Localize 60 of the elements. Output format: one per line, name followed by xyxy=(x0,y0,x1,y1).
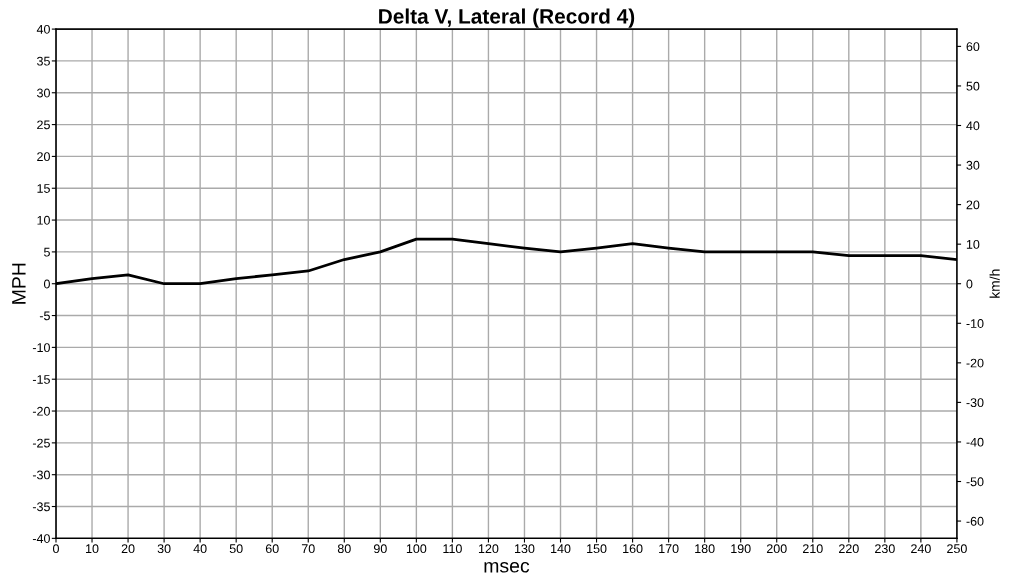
x-tick-label: 150 xyxy=(587,544,607,554)
x-tick-label: 0 xyxy=(53,544,59,554)
x-tick-label: 180 xyxy=(695,544,715,554)
y2-axis-title: km/h xyxy=(989,269,1000,298)
x-tick-label: 170 xyxy=(659,544,679,554)
x-tick-label: 10 xyxy=(86,544,99,554)
y2-tick-label: -60 xyxy=(966,516,984,526)
y-tick-label: -25 xyxy=(32,438,50,448)
y-tick-label: -30 xyxy=(32,470,50,480)
y2-tick-label: 10 xyxy=(966,239,980,249)
x-tick-label: 80 xyxy=(337,544,351,554)
x-tick-label: 30 xyxy=(157,544,171,554)
y2-tick-label: -50 xyxy=(966,477,984,487)
x-tick-label: 250 xyxy=(947,544,967,554)
y-tick-label: -5 xyxy=(39,311,50,321)
x-tick-label: 20 xyxy=(121,544,135,554)
y-axis-title: MPH xyxy=(12,263,26,304)
y-tick-label: 10 xyxy=(37,215,50,225)
y2-tick-label: -10 xyxy=(966,319,984,328)
y-tick-label: -15 xyxy=(32,375,50,384)
y2-tick-label: 40 xyxy=(966,121,980,131)
y2-tick-label: 30 xyxy=(966,160,980,170)
y-tick-label: 30 xyxy=(37,88,50,98)
y2-tick-label: -20 xyxy=(966,358,984,368)
y2-tick-label: 0 xyxy=(966,279,973,289)
y-tick-label: 15 xyxy=(37,184,50,193)
y2-tick-label: 20 xyxy=(966,200,980,210)
x-tick-label: 160 xyxy=(623,544,643,554)
x-tick-label: 230 xyxy=(875,544,895,554)
x-tick-label: 220 xyxy=(839,544,859,554)
y-tick-label: 40 xyxy=(36,24,50,34)
x-tick-label: 210 xyxy=(802,544,823,554)
y-tick-label: 35 xyxy=(37,56,50,66)
x-tick-label: 90 xyxy=(373,544,387,554)
y-tick-label: 5 xyxy=(43,247,50,257)
y-tick-label: -35 xyxy=(32,502,50,512)
x-tick-label: 70 xyxy=(301,544,315,554)
x-tick-label: 240 xyxy=(911,544,931,554)
x-tick-label: 140 xyxy=(551,544,571,554)
x-tick-label: 130 xyxy=(515,544,535,554)
y-tick-label: 20 xyxy=(37,152,50,162)
chart-title: Delta V, Lateral (Record 4) xyxy=(379,8,635,28)
y-tick-label: -20 xyxy=(32,406,50,416)
x-tick-label: 100 xyxy=(406,544,427,554)
x-tick-label: 190 xyxy=(731,544,751,554)
y-tick-label: -10 xyxy=(32,343,50,353)
y2-tick-label: -40 xyxy=(966,437,984,447)
y-tick-label: 25 xyxy=(37,120,50,130)
x-tick-label: 110 xyxy=(443,544,462,554)
x-tick-label: 60 xyxy=(265,544,279,554)
x-tick-label: 50 xyxy=(229,544,243,554)
y2-tick-label: -30 xyxy=(966,398,984,408)
y-tick-label: -40 xyxy=(32,534,50,543)
x-tick-label: 120 xyxy=(478,544,499,554)
y-tick-label: 0 xyxy=(43,279,50,289)
x-axis-title: msec xyxy=(484,561,530,573)
x-tick-label: 40 xyxy=(193,544,207,554)
y2-tick-label: 50 xyxy=(966,81,980,91)
y2-tick-label: 60 xyxy=(966,42,980,52)
x-tick-label: 200 xyxy=(766,544,787,554)
